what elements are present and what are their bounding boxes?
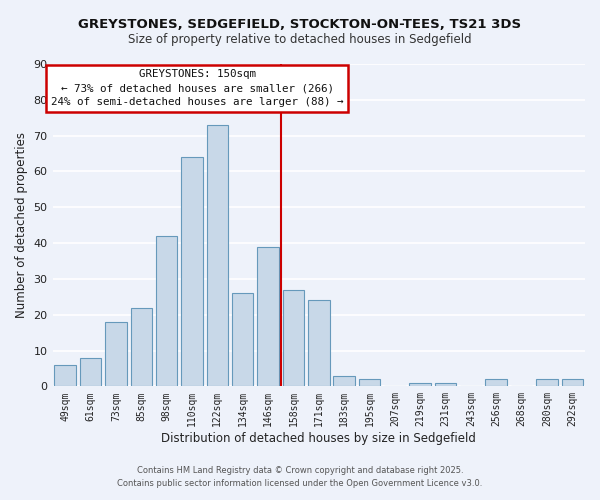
Text: Size of property relative to detached houses in Sedgefield: Size of property relative to detached ho…: [128, 32, 472, 46]
Text: GREYSTONES: 150sqm
← 73% of detached houses are smaller (266)
24% of semi-detach: GREYSTONES: 150sqm ← 73% of detached hou…: [51, 70, 343, 108]
Bar: [435, 383, 457, 386]
Bar: [156, 236, 178, 386]
Bar: [181, 157, 203, 386]
Bar: [80, 358, 101, 386]
Bar: [232, 293, 253, 386]
Y-axis label: Number of detached properties: Number of detached properties: [15, 132, 28, 318]
Bar: [257, 246, 279, 386]
X-axis label: Distribution of detached houses by size in Sedgefield: Distribution of detached houses by size …: [161, 432, 476, 445]
Text: Contains HM Land Registry data © Crown copyright and database right 2025.
Contai: Contains HM Land Registry data © Crown c…: [118, 466, 482, 487]
Text: GREYSTONES, SEDGEFIELD, STOCKTON-ON-TEES, TS21 3DS: GREYSTONES, SEDGEFIELD, STOCKTON-ON-TEES…: [79, 18, 521, 30]
Bar: [485, 379, 507, 386]
Bar: [105, 322, 127, 386]
Bar: [206, 125, 228, 386]
Bar: [562, 379, 583, 386]
Bar: [55, 365, 76, 386]
Bar: [536, 379, 558, 386]
Bar: [283, 290, 304, 386]
Bar: [131, 308, 152, 386]
Bar: [359, 379, 380, 386]
Bar: [409, 383, 431, 386]
Bar: [308, 300, 329, 386]
Bar: [334, 376, 355, 386]
